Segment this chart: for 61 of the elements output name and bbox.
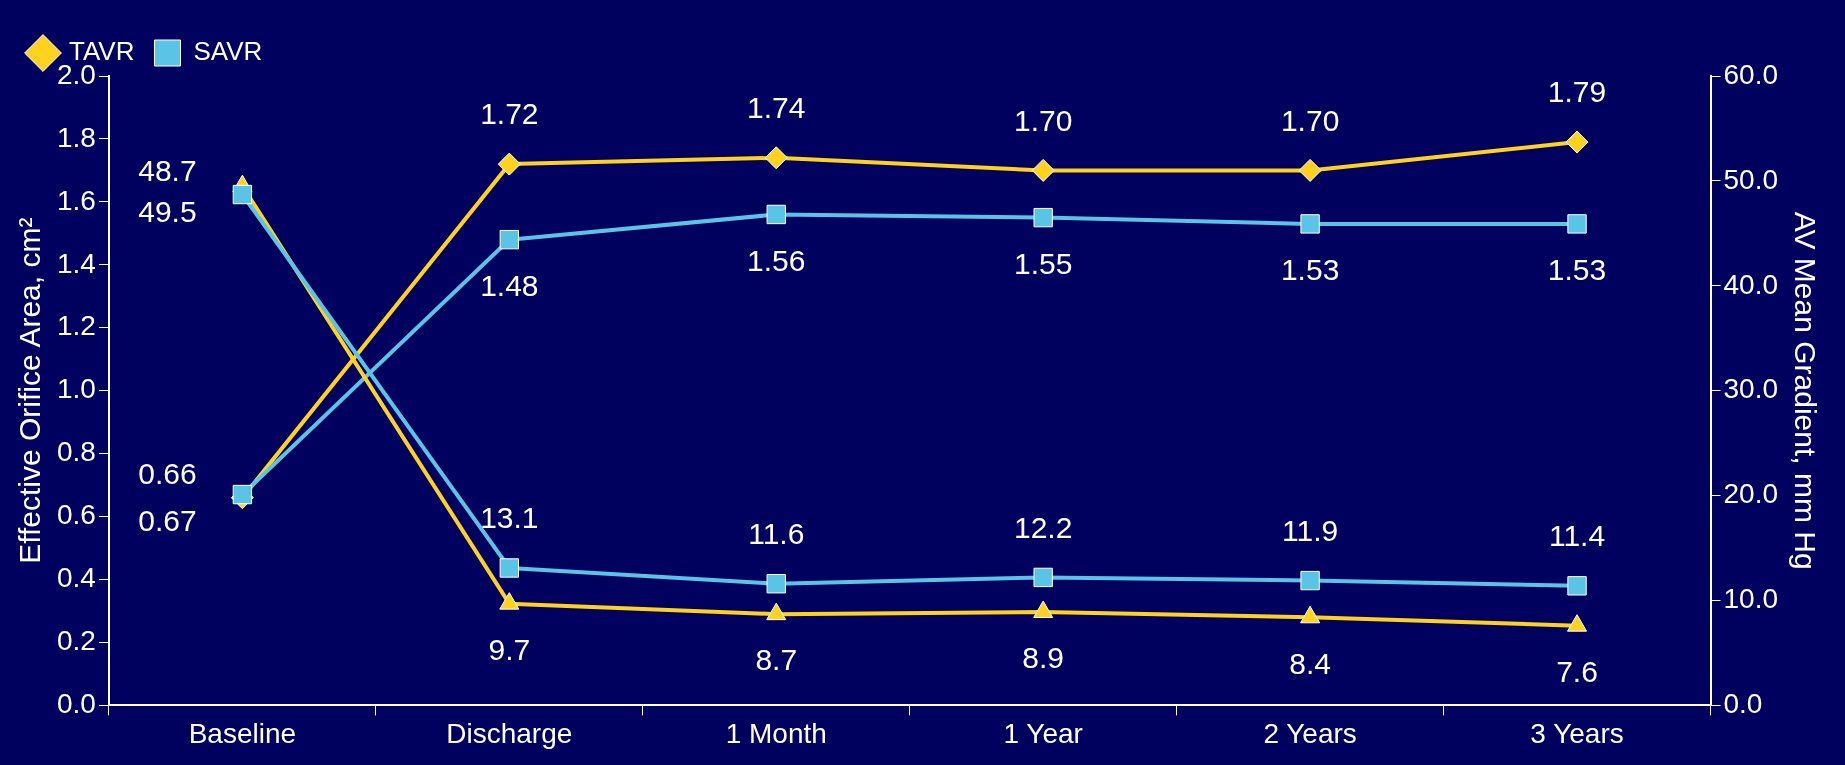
data-label: 1.53 xyxy=(1547,253,1607,287)
y-tick-label: 0.2 xyxy=(56,625,96,657)
point xyxy=(1565,130,1589,154)
data-label: 8.4 xyxy=(1289,646,1331,680)
y2-tick-label: 0.0 xyxy=(1723,688,1763,720)
data-label: 1.70 xyxy=(1280,103,1340,137)
data-label: 0.66 xyxy=(138,456,197,490)
y-tick-label: 0.4 xyxy=(56,562,96,594)
y2-tick-label: 50.0 xyxy=(1723,163,1778,195)
x-tick-label: Discharge xyxy=(446,717,573,749)
data-label: 1.79 xyxy=(1547,75,1607,109)
data-label: 0.67 xyxy=(138,503,197,537)
x-tick-label: 1 Month xyxy=(725,717,827,749)
data-label: 1.74 xyxy=(747,91,806,125)
data-label: 1.56 xyxy=(747,243,806,277)
y-tick-label: 1.0 xyxy=(56,373,96,405)
x-tick-label: 1 Year xyxy=(1003,717,1083,749)
point xyxy=(497,152,521,176)
data-label: 12.2 xyxy=(1013,510,1073,544)
y-tick-label: 1.8 xyxy=(56,121,96,153)
point xyxy=(1567,214,1587,234)
y-axis-title: Effective Orifice Area, cm² xyxy=(13,217,47,564)
data-label: 8.7 xyxy=(755,643,798,677)
y2-tick-label: 60.0 xyxy=(1723,58,1778,90)
data-label: 1.48 xyxy=(480,268,539,302)
y-tick-label: 1.4 xyxy=(56,247,96,279)
data-label: 8.9 xyxy=(1022,641,1065,675)
data-label: 48.7 xyxy=(138,153,197,187)
legend-label: SAVR xyxy=(193,36,263,67)
data-label: 49.5 xyxy=(138,195,197,229)
y2-tick-label: 30.0 xyxy=(1723,373,1778,405)
point xyxy=(766,204,786,225)
point xyxy=(1300,214,1320,234)
data-label: 7.6 xyxy=(1556,654,1598,688)
data-label: 11.9 xyxy=(1282,513,1339,547)
y-tick-label: 1.2 xyxy=(56,310,96,342)
data-label: 13.1 xyxy=(480,501,539,535)
point xyxy=(499,229,520,250)
y-tick-label: 1.6 xyxy=(56,184,96,216)
y2-tick-label: 40.0 xyxy=(1723,268,1778,300)
data-label: 1.72 xyxy=(480,97,539,131)
x-tick-label: 3 Years xyxy=(1530,717,1624,749)
y-tick-label: 0.0 xyxy=(56,688,96,720)
point xyxy=(1298,158,1322,182)
data-label: 9.7 xyxy=(488,632,531,666)
y2-tick-label: 10.0 xyxy=(1723,583,1778,615)
x-tick-label: Baseline xyxy=(188,717,297,749)
data-label: 1.53 xyxy=(1280,253,1340,287)
point xyxy=(1033,207,1053,228)
data-label: 11.6 xyxy=(748,516,805,550)
y2-tick-label: 20.0 xyxy=(1723,478,1778,510)
y-tick-label: 0.6 xyxy=(56,499,96,531)
data-label: 11.4 xyxy=(1548,519,1606,553)
point xyxy=(764,146,788,170)
point xyxy=(1031,158,1055,182)
x-tick-label: 2 Years xyxy=(1263,717,1357,749)
data-label: 1.55 xyxy=(1013,246,1073,280)
y-tick-label: 0.8 xyxy=(56,436,96,468)
y2-axis-title: AV Mean Gradient, mm Hg xyxy=(1788,211,1822,570)
point xyxy=(232,484,253,505)
data-label: 1.70 xyxy=(1013,103,1073,137)
